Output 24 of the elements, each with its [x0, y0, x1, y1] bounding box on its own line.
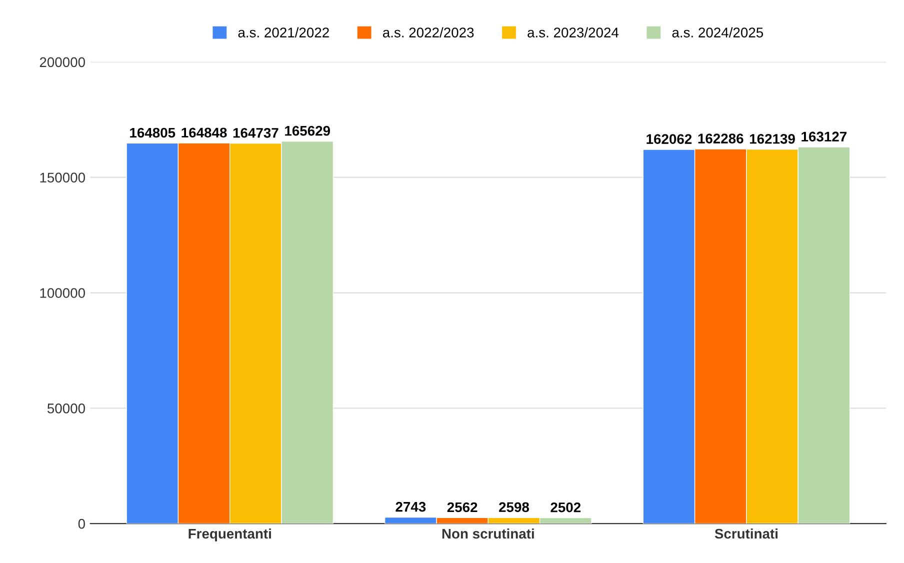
- data-label: 162062: [646, 134, 692, 144]
- data-label: 162139: [750, 134, 795, 144]
- data-label: 2598: [499, 502, 530, 512]
- legend-label: a.s. 2023/2024: [528, 27, 619, 38]
- x-tick-label: Scrutinati: [714, 528, 778, 539]
- data-label: 2502: [550, 502, 581, 512]
- data-label: 165629: [285, 126, 330, 136]
- y-tick-label: 100000: [40, 288, 85, 298]
- y-tick-label: 50000: [47, 404, 85, 414]
- legend-label: a.s. 2021/2022: [238, 27, 329, 38]
- data-label: 164737: [233, 128, 278, 138]
- y-tick-label: 0: [78, 518, 85, 529]
- y-tick-label: 200000: [40, 57, 85, 68]
- data-label: 2743: [396, 502, 426, 512]
- legend-label: a.s. 2022/2023: [382, 27, 474, 38]
- y-tick-label: 150000: [40, 172, 85, 183]
- x-tick-label: Non scrutinati: [442, 528, 534, 539]
- data-label: 164805: [130, 128, 176, 138]
- data-label: 162286: [698, 134, 744, 144]
- data-label: 164848: [182, 128, 227, 138]
- x-tick-label: Frequentanti: [188, 528, 271, 542]
- legend-label: a.s. 2024/2025: [672, 27, 764, 38]
- data-label: 2562: [447, 502, 478, 512]
- data-label: 163127: [802, 132, 846, 142]
